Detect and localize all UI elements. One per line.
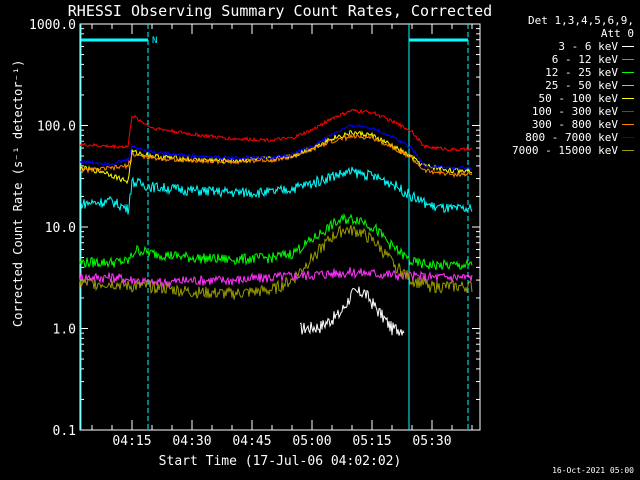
chart-title: RHESSI Observing Summary Count Rates, Co… xyxy=(67,2,493,20)
series-line-7 xyxy=(79,123,473,171)
legend-entry: 800 - 7000 keV xyxy=(512,131,634,144)
series-line-2 xyxy=(79,212,473,271)
legend-swatch xyxy=(622,46,634,47)
legend-entry: 7000 - 15000 keV xyxy=(512,144,634,157)
timestamp: 16-Oct-2021 05:00 xyxy=(552,466,634,475)
x-tick-label: 04:45 xyxy=(232,434,271,449)
series-line-0 xyxy=(299,286,405,336)
legend-swatch xyxy=(622,137,634,138)
legend-swatch xyxy=(622,150,634,151)
legend-label: 800 - 7000 keV xyxy=(525,131,618,144)
x-tick-label: 04:15 xyxy=(112,434,151,449)
series-line-5 xyxy=(79,108,473,153)
legend-swatch xyxy=(622,111,634,112)
x-axis-label: Start Time (17-Jul-06 04:02:02) xyxy=(158,454,402,469)
x-tick-label: 05:00 xyxy=(292,434,331,449)
x-tick-label: 04:30 xyxy=(172,434,211,449)
y-tick-label: 0.1 xyxy=(53,424,76,439)
night-marker: N xyxy=(152,36,157,46)
legend-label: 100 - 300 keV xyxy=(531,105,618,118)
legend-entry: 300 - 800 keV xyxy=(512,118,634,131)
legend-entry: 6 - 12 keV xyxy=(512,53,634,66)
y-tick-label: 10.0 xyxy=(45,221,76,236)
legend-swatch xyxy=(622,98,634,99)
series-line-3 xyxy=(79,166,473,215)
legend-header-line-1: Det 1,3,4,5,6,9, xyxy=(528,14,634,27)
y-tick-label: 1000.0 xyxy=(29,18,76,33)
legend-label: 25 - 50 keV xyxy=(545,79,618,92)
legend-swatch xyxy=(622,59,634,60)
legend-swatch xyxy=(622,72,634,73)
legend-entry: 50 - 100 keV xyxy=(512,92,634,105)
x-tick-label: 05:15 xyxy=(352,434,391,449)
legend-swatch xyxy=(622,85,634,86)
series-line-6 xyxy=(79,133,473,179)
legend-label: 12 - 25 keV xyxy=(545,66,618,79)
legend-label: 3 - 6 keV xyxy=(558,40,618,53)
y-tick-label: 1.0 xyxy=(53,323,76,338)
y-tick-label: 100.0 xyxy=(37,120,76,135)
series-line-8 xyxy=(79,224,473,300)
y-axis-label: Corrected Count Rate (s⁻¹ detector⁻¹) xyxy=(11,59,25,327)
legend-label: 50 - 100 keV xyxy=(538,92,618,105)
legend-entry: 3 - 6 keV xyxy=(512,40,634,53)
legend-header-line-2: Att 0 xyxy=(600,27,634,40)
legend-entry: 25 - 50 keV xyxy=(512,79,634,92)
x-tick-label: 05:30 xyxy=(412,434,451,449)
legend-entry: 12 - 25 keV xyxy=(512,66,634,79)
plot-frame xyxy=(79,23,481,431)
legend-label: 300 - 800 keV xyxy=(531,118,618,131)
legend-label: 7000 - 15000 keV xyxy=(512,144,618,157)
legend: Det 1,3,4,5,6,9, Att 0 3 - 6 keV 6 - 12 k… xyxy=(512,14,634,157)
legend-entry: 100 - 300 keV xyxy=(512,105,634,118)
legend-label: 6 - 12 keV xyxy=(551,53,618,66)
legend-swatch xyxy=(622,124,634,125)
